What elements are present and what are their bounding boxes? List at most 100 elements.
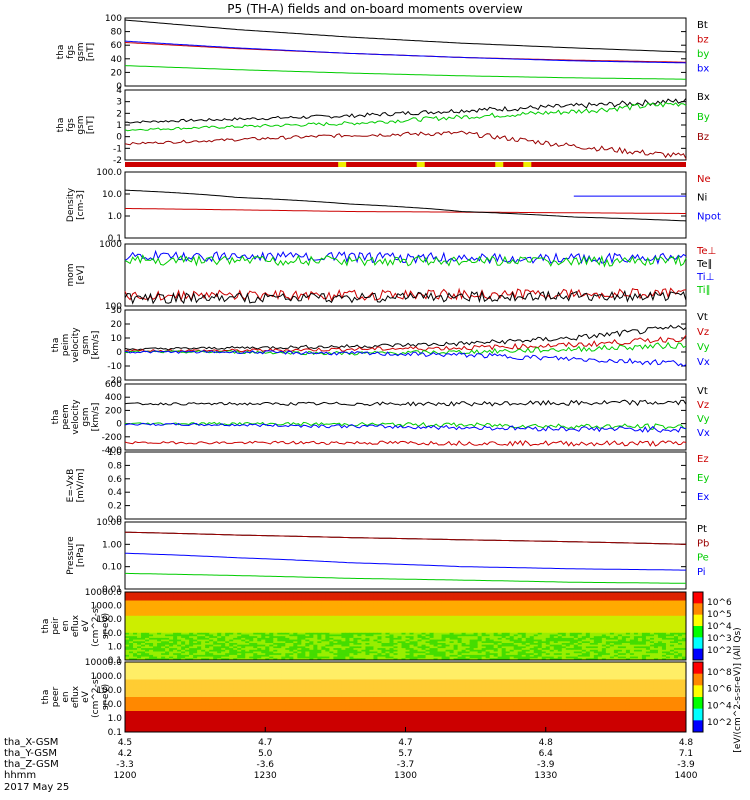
heatmap-cell bbox=[681, 598, 687, 601]
heatmap-cell bbox=[413, 612, 419, 615]
heatmap-cell bbox=[617, 629, 623, 632]
heatmap-cell bbox=[489, 619, 495, 622]
heatmap-cell bbox=[309, 602, 314, 605]
heatmap-cell bbox=[173, 595, 178, 598]
heatmap-cell bbox=[177, 634, 182, 637]
heatmap-cell bbox=[549, 614, 555, 617]
heatmap-cell bbox=[661, 644, 667, 647]
heatmap-cell bbox=[301, 629, 306, 632]
heatmap-cell bbox=[657, 593, 663, 596]
heatmap-cell bbox=[425, 609, 431, 612]
heatmap-cell bbox=[337, 600, 342, 603]
heatmap-cell bbox=[429, 595, 435, 598]
heatmap-cell bbox=[461, 605, 467, 608]
heatmap-cell bbox=[209, 637, 214, 641]
heatmap-cell bbox=[409, 600, 415, 603]
heatmap-cell bbox=[401, 610, 406, 613]
heatmap-cell bbox=[485, 605, 491, 608]
heatmap-cell bbox=[325, 592, 330, 595]
heatmap-cell bbox=[601, 648, 607, 651]
heatmap-cell bbox=[237, 648, 242, 651]
heatmap-cell bbox=[409, 595, 415, 598]
heatmap-cell bbox=[389, 605, 394, 608]
heatmap-cell bbox=[613, 614, 619, 617]
heatmap-cell bbox=[261, 603, 266, 607]
heatmap-cell bbox=[449, 617, 455, 620]
heatmap-cell bbox=[201, 605, 206, 608]
y-axis-label: tha bbox=[56, 118, 66, 133]
heatmap-cell bbox=[601, 641, 607, 644]
heatmap-cell bbox=[153, 631, 158, 634]
heatmap-cell bbox=[201, 602, 206, 605]
heatmap-cell bbox=[585, 607, 591, 610]
heatmap-cell bbox=[125, 600, 130, 603]
heatmap-cell bbox=[341, 597, 346, 600]
heatmap-cell bbox=[429, 646, 435, 649]
heatmap-cell bbox=[621, 626, 627, 629]
heatmap-cell bbox=[181, 614, 186, 617]
heatmap-cell bbox=[153, 629, 158, 632]
heatmap-cell bbox=[209, 595, 214, 598]
heatmap-cell bbox=[629, 619, 635, 622]
heatmap-cell bbox=[449, 641, 455, 644]
heatmap-cell bbox=[381, 610, 386, 613]
heatmap-cell bbox=[373, 643, 378, 646]
heatmap-cell bbox=[421, 609, 427, 612]
heatmap-cell bbox=[153, 617, 158, 620]
y-axis-label: gsm bbox=[81, 335, 91, 354]
heatmap-cell bbox=[597, 620, 603, 624]
heatmap-cell bbox=[569, 610, 575, 613]
heatmap-cell bbox=[257, 600, 262, 603]
heatmap-cell bbox=[661, 593, 667, 596]
heatmap-cell bbox=[541, 622, 547, 625]
heatmap-cell bbox=[485, 634, 491, 637]
heatmap-cell bbox=[613, 609, 619, 612]
heatmap-cell bbox=[393, 615, 398, 618]
heatmap-cell bbox=[397, 624, 402, 627]
heatmap-cell bbox=[437, 648, 443, 651]
y-tick-label: 100.0 bbox=[96, 168, 122, 178]
heatmap-cell bbox=[293, 605, 298, 608]
heatmap-cell bbox=[601, 602, 607, 605]
heatmap-cell bbox=[405, 627, 411, 630]
heatmap-cell bbox=[589, 627, 595, 630]
heatmap-cell bbox=[545, 637, 551, 641]
heatmap-cell bbox=[529, 648, 535, 651]
heatmap-cell bbox=[221, 632, 226, 635]
heatmap-cell bbox=[145, 637, 150, 641]
heatmap-cell bbox=[261, 597, 266, 600]
heatmap-cell bbox=[585, 619, 591, 622]
heatmap-cell bbox=[249, 636, 254, 639]
heatmap-cell bbox=[345, 626, 350, 629]
heatmap-cell bbox=[313, 598, 318, 601]
heatmap-cell bbox=[285, 634, 290, 637]
heatmap-cell bbox=[493, 634, 499, 637]
heatmap-cell bbox=[549, 632, 555, 635]
heatmap-cell bbox=[657, 617, 663, 620]
heatmap-cell bbox=[457, 644, 463, 647]
heatmap-cell bbox=[545, 643, 551, 646]
heatmap-cell bbox=[529, 598, 535, 601]
heatmap-cell bbox=[357, 637, 362, 641]
heatmap-cell bbox=[477, 592, 483, 595]
heatmap-cell bbox=[405, 637, 411, 641]
heatmap-cell bbox=[605, 629, 611, 632]
heatmap-cell bbox=[505, 631, 511, 634]
heatmap-cell bbox=[681, 609, 687, 612]
heatmap-cell bbox=[241, 598, 246, 601]
heatmap-cell bbox=[261, 641, 266, 644]
heatmap-cell bbox=[181, 624, 186, 627]
heatmap-cell bbox=[549, 607, 555, 610]
heatmap-cell bbox=[405, 592, 411, 595]
heatmap-cell bbox=[585, 624, 591, 627]
heatmap-cell bbox=[545, 607, 551, 610]
heatmap-cell bbox=[201, 639, 206, 642]
heatmap-cell bbox=[149, 615, 154, 618]
heatmap-cell bbox=[273, 648, 278, 651]
heatmap-cell bbox=[397, 639, 402, 642]
heatmap-cell bbox=[345, 631, 350, 634]
heatmap-cell bbox=[545, 646, 551, 649]
heatmap-cell bbox=[673, 602, 679, 605]
heatmap-cell bbox=[497, 602, 503, 605]
heatmap-cell bbox=[593, 592, 599, 595]
